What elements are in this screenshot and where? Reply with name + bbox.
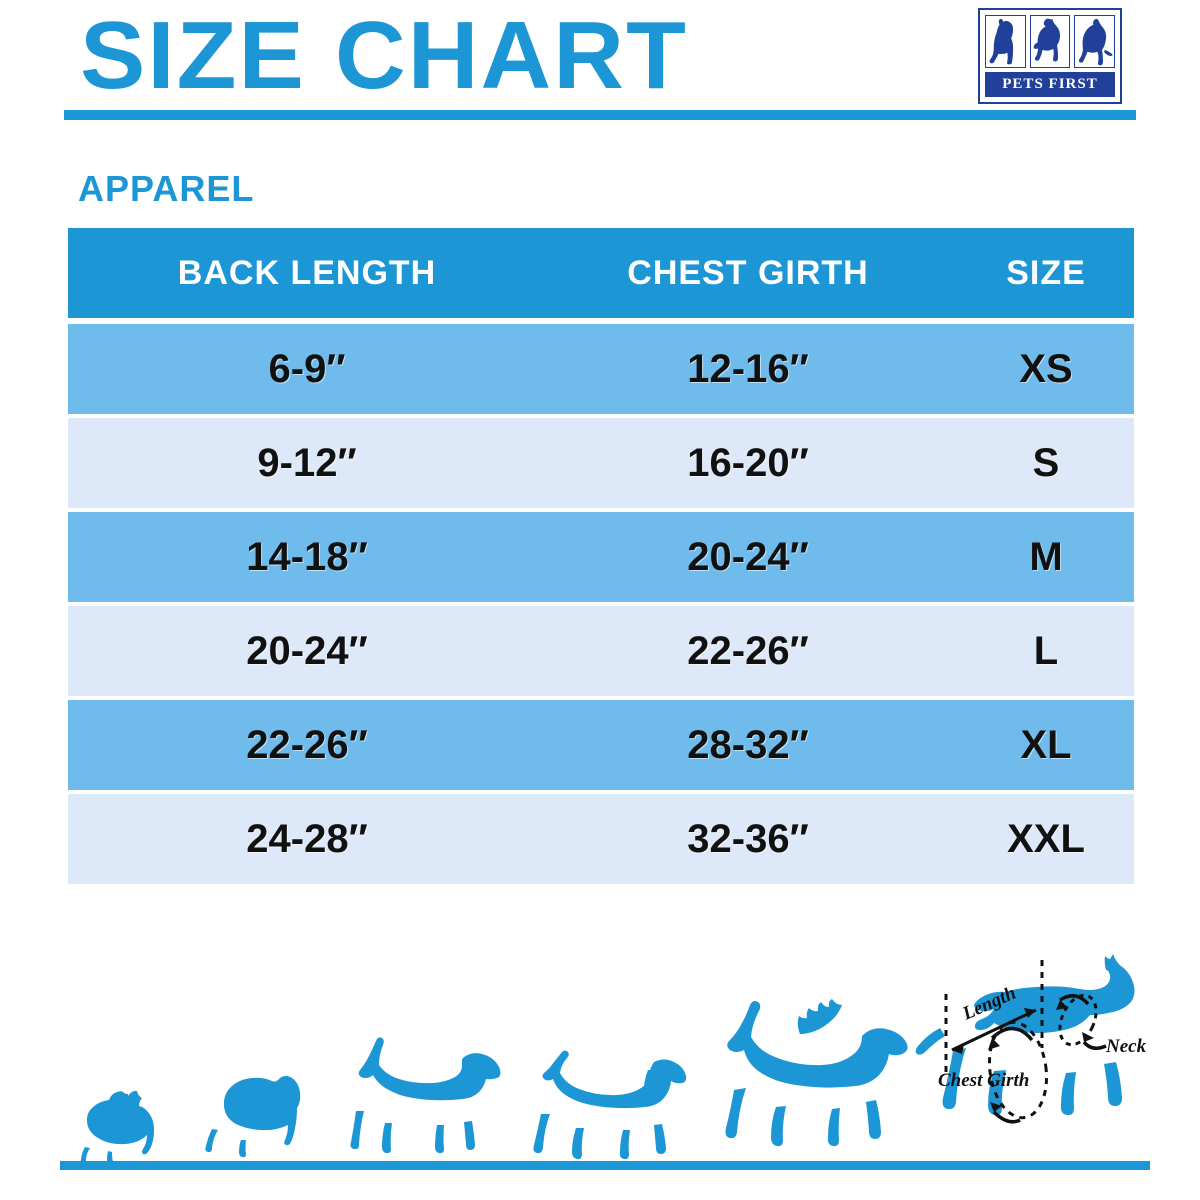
title-underline-rule bbox=[64, 110, 1136, 120]
table-row: 14-18″ 20-24″ M bbox=[68, 512, 1134, 602]
neck-arrow-side bbox=[1082, 1040, 1107, 1050]
page-header: SIZE CHART bbox=[0, 0, 1200, 140]
size-table: BACK LENGTH CHEST GIRTH SIZE 6-9″ 12-16″… bbox=[68, 228, 1134, 888]
measurement-diagram: Length Chest Girth Neck bbox=[910, 952, 1180, 1182]
column-header-size: SIZE bbox=[1006, 253, 1086, 292]
label-chest-girth: Chest Girth bbox=[938, 1070, 1029, 1091]
cell-chest-girth: 16-20″ bbox=[687, 440, 809, 485]
cell-back-length: 22-26″ bbox=[246, 722, 368, 767]
cell-chest-girth: 20-24″ bbox=[687, 534, 809, 579]
cell-chest-girth: 22-26″ bbox=[687, 628, 809, 673]
pug-silhouette bbox=[188, 1068, 323, 1164]
ground-line bbox=[60, 1161, 1150, 1170]
cell-back-length: 20-24″ bbox=[246, 628, 368, 673]
neck-ellipse bbox=[1058, 993, 1098, 1047]
chest-girth-ellipse bbox=[987, 1020, 1049, 1120]
label-neck: Neck bbox=[1105, 1036, 1147, 1057]
beagle-silhouette bbox=[322, 1029, 507, 1164]
cell-size: S bbox=[1032, 440, 1060, 485]
dog-size-illustration: Length Chest Girth Neck bbox=[0, 930, 1200, 1200]
cell-size: XXL bbox=[1007, 816, 1085, 861]
dog-sitting-icon bbox=[985, 15, 1026, 69]
cell-size: XS bbox=[1019, 346, 1073, 391]
cell-chest-girth: 28-32″ bbox=[687, 722, 809, 767]
section-label-apparel: APPAREL bbox=[78, 168, 255, 209]
dog-howling-icon bbox=[1029, 15, 1071, 69]
table-row: 20-24″ 22-26″ L bbox=[68, 606, 1134, 696]
husky-silhouette bbox=[700, 992, 910, 1164]
great-dane-silhouette bbox=[915, 954, 1135, 1116]
length-arrow bbox=[951, 1008, 1037, 1054]
spaniel-silhouette bbox=[512, 1036, 697, 1164]
logo-dog-panels bbox=[985, 15, 1116, 69]
column-header-back-length: BACK LENGTH bbox=[177, 253, 437, 292]
cell-back-length: 24-28″ bbox=[246, 816, 368, 861]
cell-size: XL bbox=[1020, 722, 1072, 767]
page-title: SIZE CHART bbox=[80, 2, 688, 109]
neck-arrow-top bbox=[1059, 994, 1090, 1006]
column-header-chest-girth: CHEST GIRTH bbox=[627, 253, 869, 292]
chest-girth-arrow-top bbox=[990, 1026, 1034, 1042]
brand-logo: PETS FIRST bbox=[978, 8, 1122, 104]
table-row: 24-28″ 32-36″ XXL bbox=[68, 794, 1134, 884]
cell-back-length: 14-18″ bbox=[246, 534, 368, 579]
cell-back-length: 6-9″ bbox=[268, 346, 346, 391]
cell-chest-girth: 32-36″ bbox=[687, 816, 809, 861]
dog-alert-icon bbox=[1074, 15, 1116, 69]
cell-size: L bbox=[1033, 628, 1059, 673]
table-row: 22-26″ 28-32″ XL bbox=[68, 700, 1134, 790]
table-header-row: BACK LENGTH CHEST GIRTH SIZE bbox=[68, 228, 1134, 318]
table-row: 6-9″ 12-16″ XS bbox=[68, 324, 1134, 414]
pomeranian-silhouette bbox=[68, 1082, 178, 1164]
cell-chest-girth: 12-16″ bbox=[687, 346, 809, 391]
logo-wordmark: PETS FIRST bbox=[985, 72, 1115, 97]
table-row: 9-12″ 16-20″ S bbox=[68, 418, 1134, 508]
cell-back-length: 9-12″ bbox=[257, 440, 357, 485]
chest-girth-arrow-bottom bbox=[992, 1110, 1021, 1124]
cell-size: M bbox=[1029, 534, 1063, 579]
